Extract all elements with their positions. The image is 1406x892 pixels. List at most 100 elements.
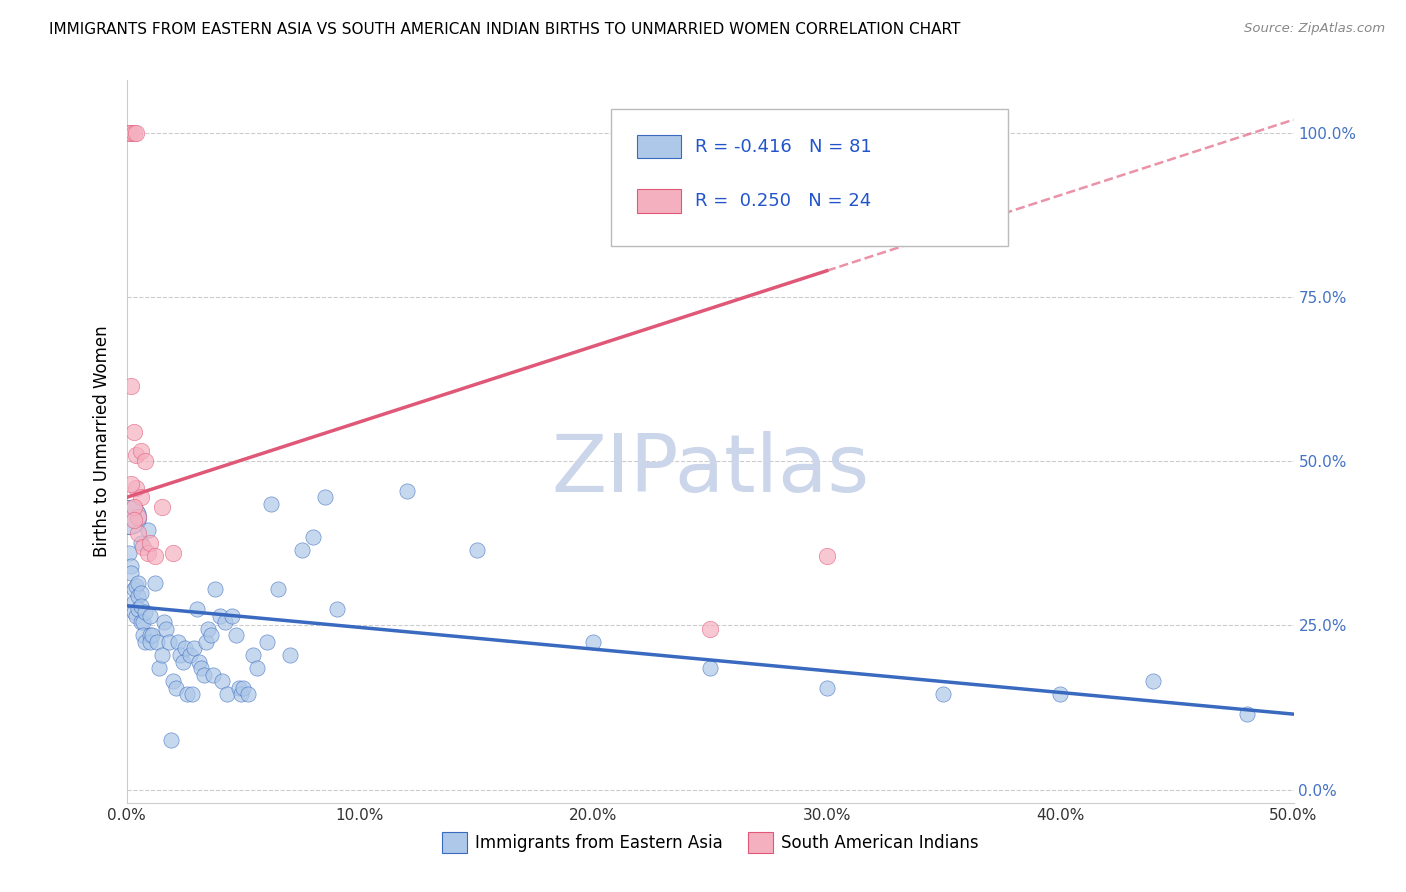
Point [260, 497, 283, 511]
Point [129, 599, 152, 613]
Point [162, 546, 184, 560]
Point [211, 674, 233, 689]
Point [150, 500, 173, 515]
Point [229, 687, 252, 701]
Point [153, 615, 176, 630]
Text: Source: ZipAtlas.com: Source: ZipAtlas.com [1244, 22, 1385, 36]
Point [141, 628, 163, 642]
Point [180, 687, 202, 701]
Point [395, 483, 418, 498]
Point [186, 602, 208, 616]
Point [204, 582, 226, 597]
Point [127, 589, 149, 603]
Point [160, 733, 183, 747]
Point [122, 500, 145, 515]
Point [215, 687, 238, 701]
FancyBboxPatch shape [610, 109, 1008, 246]
Point [118, 510, 141, 524]
Point [225, 628, 247, 642]
Point [208, 608, 231, 623]
Point [120, 378, 142, 392]
Point [325, 602, 347, 616]
Point [314, 491, 336, 505]
Point [197, 622, 219, 636]
Point [120, 477, 142, 491]
Point [1049, 687, 1071, 701]
Point [132, 540, 155, 554]
Text: R =  0.250   N = 24: R = 0.250 N = 24 [695, 192, 872, 210]
FancyBboxPatch shape [637, 136, 681, 158]
Point [143, 575, 166, 590]
Legend: Immigrants from Eastern Asia, South American Indians: Immigrants from Eastern Asia, South Amer… [434, 826, 986, 860]
Point [582, 635, 605, 649]
Point [155, 622, 177, 636]
Point [120, 559, 142, 574]
Point [150, 648, 173, 662]
Point [134, 635, 156, 649]
Point [139, 635, 162, 649]
Point [465, 542, 488, 557]
Point [127, 575, 149, 590]
Point [129, 536, 152, 550]
Point [122, 126, 145, 140]
Point [122, 425, 145, 439]
Point [146, 635, 169, 649]
Point [122, 605, 145, 619]
Point [201, 667, 224, 681]
Point [200, 628, 222, 642]
Point [125, 126, 148, 140]
Point [122, 582, 145, 597]
Point [125, 481, 148, 495]
Point [162, 674, 184, 689]
Point [139, 608, 162, 623]
Point [193, 667, 215, 681]
Point [118, 546, 141, 560]
Point [183, 641, 205, 656]
Point [139, 536, 162, 550]
Point [815, 549, 838, 564]
Point [932, 687, 955, 701]
Point [278, 648, 301, 662]
Point [167, 635, 190, 649]
Point [143, 549, 166, 564]
Point [134, 605, 156, 619]
Point [302, 530, 325, 544]
Point [242, 648, 264, 662]
Point [221, 608, 243, 623]
Point [132, 628, 155, 642]
Point [125, 448, 148, 462]
Point [214, 615, 236, 630]
Point [125, 608, 148, 623]
Point [190, 661, 212, 675]
Point [136, 546, 159, 560]
Point [699, 622, 721, 636]
Point [187, 655, 209, 669]
Point [118, 126, 141, 140]
Text: ZIPatlas: ZIPatlas [551, 432, 869, 509]
Point [236, 687, 259, 701]
Point [174, 641, 197, 656]
Point [256, 635, 278, 649]
Point [122, 595, 145, 609]
Point [228, 681, 250, 695]
Point [148, 661, 170, 675]
Point [157, 635, 180, 649]
Point [172, 655, 194, 669]
Point [169, 648, 191, 662]
Point [129, 615, 152, 630]
Point [1236, 707, 1258, 722]
Text: IMMIGRANTS FROM EASTERN ASIA VS SOUTH AMERICAN INDIAN BIRTHS TO UNMARRIED WOMEN : IMMIGRANTS FROM EASTERN ASIA VS SOUTH AM… [49, 22, 960, 37]
Point [127, 602, 149, 616]
Point [165, 681, 187, 695]
Point [176, 687, 198, 701]
Point [129, 491, 152, 505]
Point [132, 615, 155, 630]
FancyBboxPatch shape [637, 189, 681, 212]
Point [129, 444, 152, 458]
Point [127, 526, 149, 541]
Point [122, 513, 145, 527]
Point [120, 126, 142, 140]
Point [194, 635, 217, 649]
Point [1142, 674, 1164, 689]
Y-axis label: Births to Unmarried Women: Births to Unmarried Women [93, 326, 111, 558]
